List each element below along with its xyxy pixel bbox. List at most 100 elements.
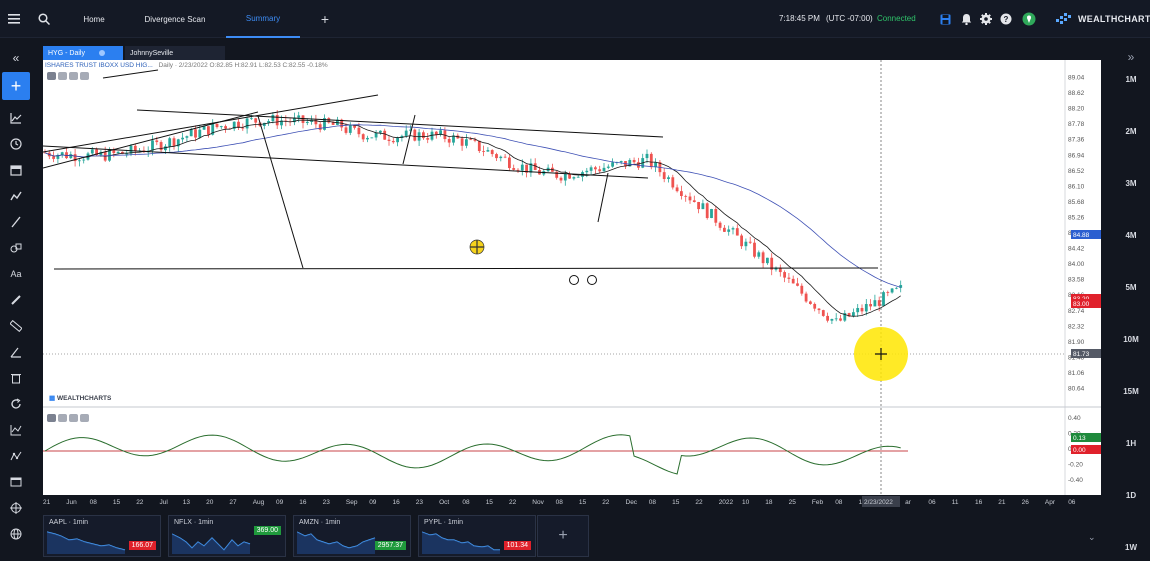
globe-icon[interactable] (8, 526, 24, 542)
shapes-icon[interactable] (8, 240, 24, 256)
candle-body (379, 130, 382, 133)
timeframe-4m[interactable]: 4M (1125, 231, 1137, 240)
tab-summary[interactable]: Summary (226, 0, 300, 38)
candle-body (353, 125, 356, 128)
candle-body (753, 242, 756, 257)
candle-body (232, 121, 236, 129)
date-tick-label: 06 (1068, 499, 1076, 506)
candle-body (774, 267, 778, 270)
double-chevron-left-icon[interactable]: « (12, 51, 20, 65)
watchlist-card-amzn[interactable]: AMZN · 1min 2957.37 (293, 515, 411, 557)
pencil-line-icon[interactable] (8, 214, 24, 230)
candle-body (852, 312, 855, 317)
oscillator-line (44, 434, 901, 475)
add-tab-plus-icon[interactable]: + (320, 11, 330, 27)
watch-symbol: AMZN (299, 519, 319, 526)
price-chart[interactable]: 89.04 88.62 88.20 87.78 87.36 86.94 86.52 86.10… (43, 60, 1101, 510)
candle-body (830, 319, 834, 321)
candle-body (370, 137, 374, 139)
chart-canvas[interactable]: 89.04 88.62 88.20 87.78 87.36 86.94 86.52 86.10… (43, 60, 1101, 510)
location-pin-icon[interactable] (1021, 11, 1037, 27)
candle-body (189, 129, 193, 137)
watchlist-card-aapl[interactable]: AAPL · 1min 166.07 (43, 515, 161, 557)
window-icon[interactable] (8, 474, 24, 490)
price-tick-label: 87.78 (1068, 121, 1085, 128)
add-plus-icon[interactable]: + (2, 72, 30, 100)
trendline-drawing (402, 114, 416, 165)
chart-watermark: ▦ WEALTHCHARTS (49, 395, 112, 402)
line-chart-icon[interactable] (8, 188, 24, 204)
candle-body (314, 119, 318, 125)
pane-control-icon (80, 72, 89, 80)
double-chevron-right-icon[interactable]: » (1127, 50, 1135, 64)
candle-body (766, 257, 769, 264)
timeframe-2m[interactable]: 2M (1125, 127, 1137, 136)
save-icon[interactable] (937, 11, 953, 27)
calendar-icon[interactable] (8, 162, 24, 178)
timeframe-10m[interactable]: 10M (1123, 335, 1139, 344)
candle-body (344, 127, 348, 133)
candle-body (172, 138, 176, 147)
pane-control-icon (69, 414, 78, 422)
candle-body (336, 119, 339, 125)
timeframe-1m[interactable]: 1M (1125, 75, 1137, 84)
trend-icon[interactable] (8, 110, 24, 126)
candle-body (529, 163, 533, 173)
candle-body (95, 149, 98, 155)
ruler-icon[interactable] (8, 318, 24, 334)
add-watchlist-plus-icon[interactable]: + (537, 515, 589, 557)
candle-body (443, 130, 447, 140)
date-tick-label: 21 (998, 499, 1006, 506)
watchlist-card-pypl[interactable]: PYPL · 1min 101.34 (418, 515, 536, 557)
bell-icon[interactable] (958, 11, 974, 27)
tab-divergence-scan[interactable]: Divergence Scan (144, 14, 206, 24)
candle-body (873, 300, 877, 307)
tab-home[interactable]: Home (83, 14, 105, 24)
svg-text:?: ? (1004, 15, 1009, 24)
date-tick-label: 23 (416, 499, 424, 506)
candle-body (422, 132, 425, 139)
candle-body (860, 307, 864, 312)
candle-body (460, 138, 464, 146)
search-icon[interactable] (36, 11, 52, 27)
trash-icon[interactable] (8, 370, 24, 386)
candle-body (520, 164, 524, 171)
date-tick-label: 15 (486, 499, 494, 506)
pattern-icon[interactable] (8, 448, 24, 464)
candle-body (237, 121, 240, 128)
timezone[interactable]: (UTC -07:00) (826, 14, 873, 23)
date-tick-label: 15 (579, 499, 587, 506)
candle-body (331, 122, 335, 125)
date-tick-label: 26 (1022, 499, 1030, 506)
help-icon[interactable]: ? (998, 11, 1014, 27)
timeframe-1w[interactable]: 1W (1125, 543, 1137, 552)
timeframe-5m[interactable]: 5M (1125, 283, 1137, 292)
date-tick-label: 22 (509, 499, 517, 506)
timeframe-15m[interactable]: 15M (1123, 387, 1139, 396)
indicator-icon[interactable] (8, 422, 24, 438)
target-icon[interactable] (8, 500, 24, 516)
candle-body (568, 173, 571, 179)
date-tick-label: Sep (346, 499, 358, 506)
chevron-double-down-icon[interactable]: ⌄ (1088, 532, 1096, 542)
candle-body (73, 154, 77, 162)
hamburger-icon[interactable] (6, 11, 22, 27)
angle-icon[interactable] (8, 344, 24, 360)
timeframe-1h[interactable]: 1H (1125, 439, 1137, 448)
chart-tab-user[interactable]: JohnnySeville (125, 46, 225, 60)
text-icon[interactable]: Aa (10, 269, 22, 279)
date-cursor-label: 2/23/2022 (864, 499, 893, 506)
price-tick-label: 86.94 (1068, 152, 1085, 159)
timeframe-3m[interactable]: 3M (1125, 179, 1137, 188)
candle-body (813, 303, 817, 309)
timeframe-1d[interactable]: 1D (1125, 491, 1137, 500)
clock-icon[interactable] (8, 136, 24, 152)
chart-tab-hyg[interactable]: HYG - Daily (43, 46, 123, 60)
brush-icon[interactable] (8, 292, 24, 308)
candle-body (602, 167, 606, 172)
gear-icon[interactable] (978, 11, 994, 27)
watchlist-card-nflx[interactable]: NFLX · 1min 369.00 (168, 515, 286, 557)
candle-body (877, 300, 881, 306)
refresh-icon[interactable] (8, 396, 24, 412)
candle-body (800, 285, 804, 294)
